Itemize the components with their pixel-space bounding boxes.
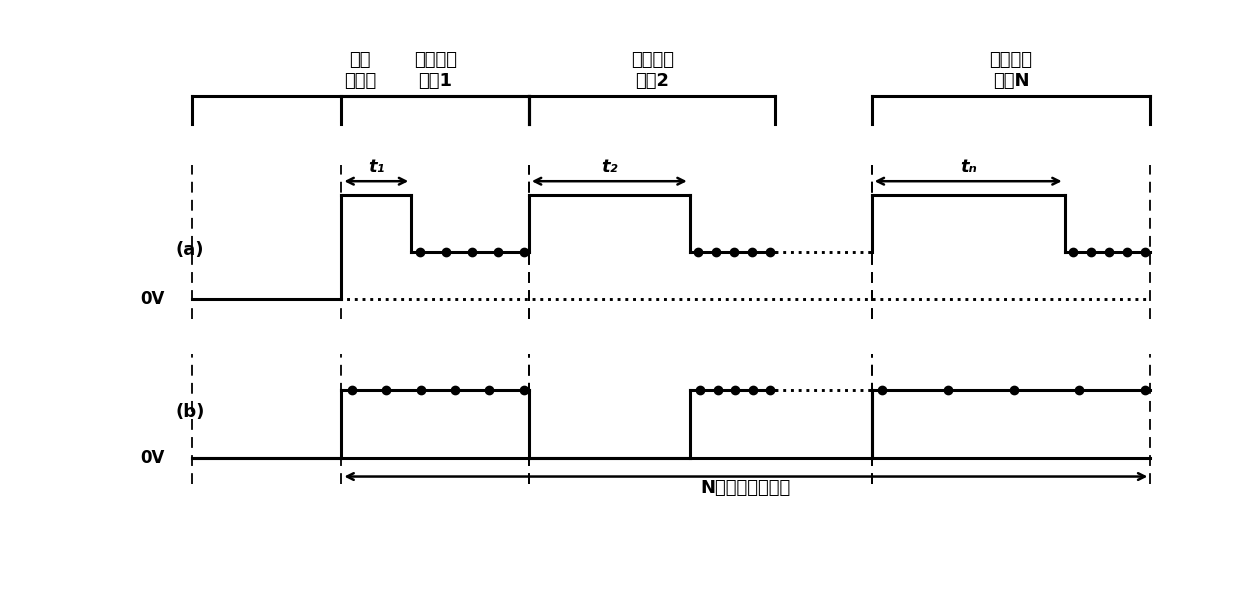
Text: t₂: t₂: [601, 158, 617, 176]
Text: 0V: 0V: [140, 290, 165, 307]
Text: 测试信号
脖冲N: 测试信号 脖冲N: [990, 51, 1032, 90]
Text: N个测试信号脖冲: N个测试信号脖冲: [701, 478, 790, 497]
Text: (a): (a): [176, 241, 204, 258]
Text: t₁: t₁: [368, 158, 384, 176]
Text: 状态
初始化: 状态 初始化: [344, 51, 377, 90]
Text: 0V: 0V: [140, 449, 165, 467]
Text: (b): (b): [175, 404, 204, 421]
Text: tₙ: tₙ: [960, 158, 976, 176]
Text: 测试信号
脖冲2: 测试信号 脖冲2: [631, 51, 674, 90]
Text: 测试信号
脖冲1: 测试信号 脖冲1: [414, 51, 457, 90]
